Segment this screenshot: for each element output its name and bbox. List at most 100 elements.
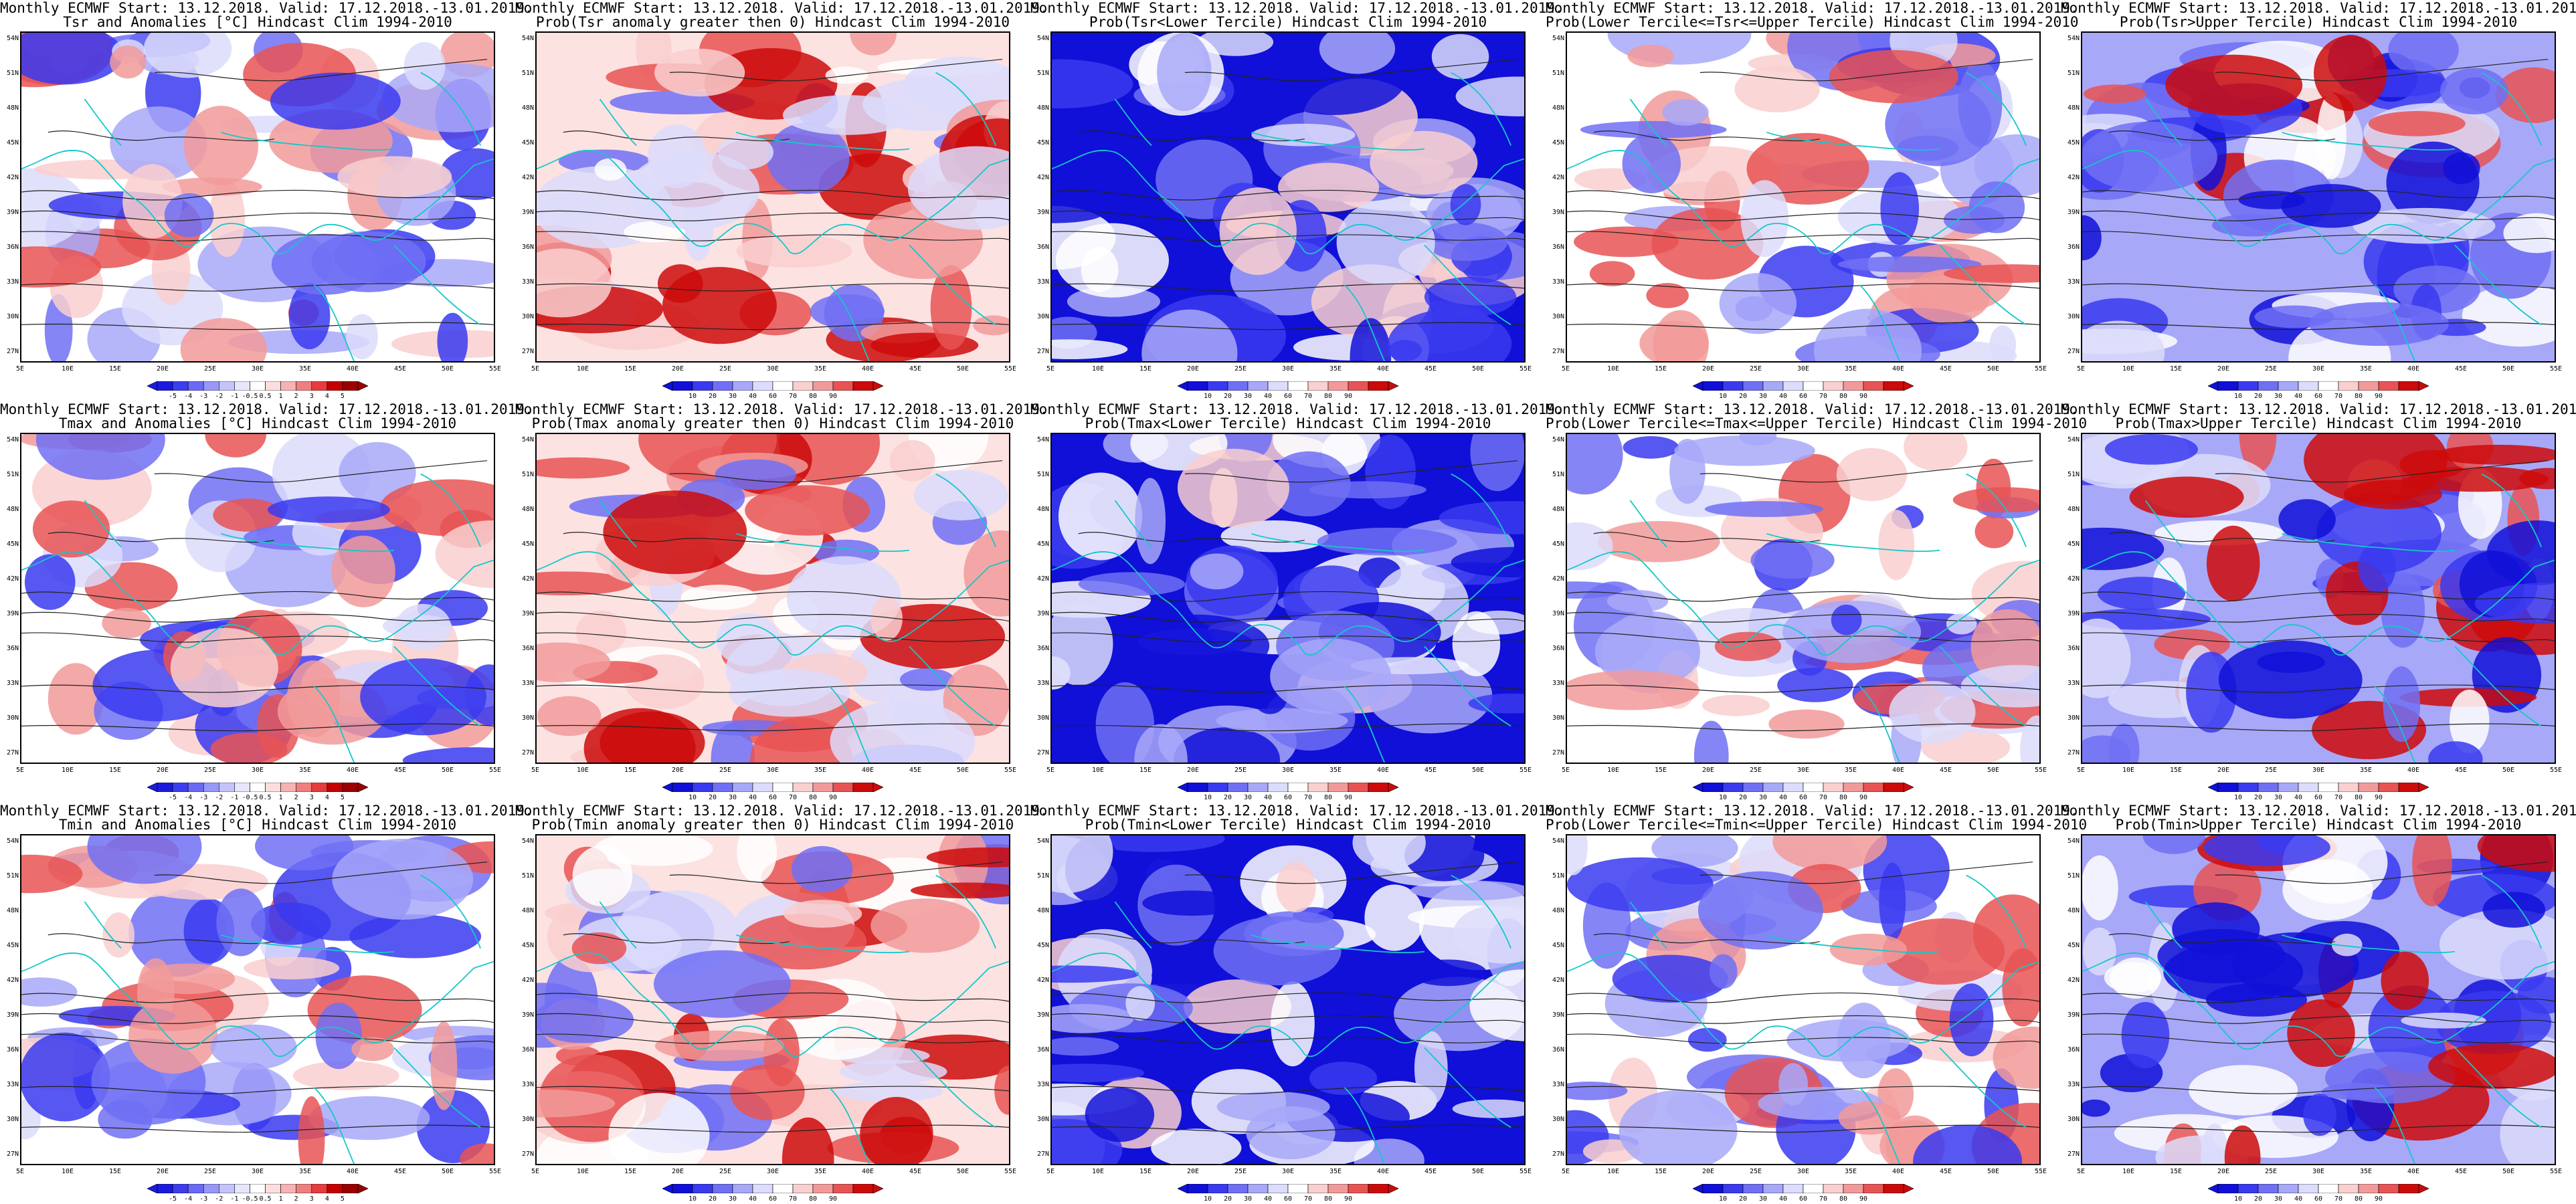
colorbar-swatch [265, 783, 281, 792]
map-area [2081, 31, 2556, 363]
colorbar-tick-label: 30 [2274, 794, 2283, 801]
shaded-region [654, 950, 791, 1018]
latitude-tick-label: 42N [1036, 575, 1049, 583]
shaded-region [1078, 572, 1185, 597]
latitude-tick-label: 39N [2067, 1011, 2080, 1019]
isotherm-contour [537, 723, 1009, 732]
shaded-region [2477, 835, 2555, 872]
coastline [2082, 149, 2555, 255]
isotherm-contour [1567, 1086, 2039, 1094]
coastline [21, 149, 494, 255]
latitude-tick-label: 33N [1552, 680, 1564, 687]
shaded-region [1838, 1101, 1902, 1135]
shaded-region [2104, 434, 2199, 465]
colorbar-swatch [203, 783, 219, 792]
colorbar-tick-label: 60 [1799, 1195, 1808, 1203]
map-area [535, 834, 1010, 1165]
shaded-region [1662, 99, 1709, 126]
colorbar-tick-label: 30 [728, 1195, 737, 1203]
colorbar-swatch [1722, 783, 1744, 792]
colorbar-tick-label: 80 [1323, 1195, 1333, 1203]
shaded-region [1052, 339, 1128, 360]
shaded-region [1960, 665, 2039, 708]
shaded-region [430, 1021, 458, 1110]
isotherm-contour [21, 1124, 494, 1133]
longitude-tick-label: 50E [1471, 365, 1485, 373]
longitude-tick-label: 25E [719, 1168, 732, 1175]
isotherm-contour [21, 322, 494, 330]
colorbar-swatch [2338, 783, 2359, 792]
shaded-region [102, 912, 135, 958]
longitude-tick-label: 20E [1701, 1168, 1715, 1175]
latitude-tick-label: 48N [6, 907, 19, 914]
longitude-tick-label: 20E [671, 767, 684, 774]
longitude-tick-label: 35E [814, 767, 827, 774]
shaded-region [244, 957, 340, 980]
longitude-tick-label: 20E [2217, 365, 2230, 373]
longitude-tick-label: 20E [156, 365, 169, 373]
longitude-tick-label: 25E [1749, 365, 1762, 373]
latitude-tick-label: 30N [1552, 714, 1564, 722]
map-svg [537, 835, 1009, 1164]
longitude-tick-label: 40E [861, 1168, 875, 1175]
shaded-region [2203, 835, 2330, 866]
colorbar-tick-label: 10 [688, 1195, 697, 1203]
colorbar-tick-label: 60 [1799, 393, 1808, 400]
latitude-tick-label: 27N [521, 749, 534, 757]
longitude-tick-label: 25E [719, 767, 732, 774]
shaded-region [1142, 890, 1243, 916]
shaded-region [292, 1061, 399, 1090]
colorbar-tick-label: 80 [808, 794, 818, 801]
colorbar-swatch [342, 783, 359, 792]
colorbar-tick-label: 40 [1263, 1195, 1273, 1203]
latitude-tick-label: 36N [1552, 243, 1564, 251]
colorbar-swatch [2378, 1184, 2399, 1193]
latitude-tick-label: 48N [1036, 907, 1049, 914]
isotherm-contour [21, 1013, 494, 1024]
longitude-tick-label: 45E [909, 365, 922, 373]
longitude-tick-label: 50E [2502, 365, 2515, 373]
colorbar [662, 783, 883, 792]
shaded-region [1943, 205, 2005, 234]
shaded-region [537, 248, 612, 318]
longitude-tick-label: 20E [156, 767, 169, 774]
isotherm-contour [21, 632, 494, 643]
shaded-region [2104, 962, 2162, 993]
shaded-region [1972, 894, 2039, 973]
isotherm-contour [537, 611, 1009, 623]
shaded-region [1974, 515, 2014, 548]
colorbar-tick-label: 80 [2354, 794, 2363, 801]
shaded-region [1052, 601, 1113, 686]
longitude-tick-label: 25E [203, 1168, 217, 1175]
colorbar-swatch [1287, 381, 1309, 391]
colorbar-swatch [732, 381, 753, 391]
colorbar-swatch [1883, 783, 1904, 792]
longitude-tick-label: 55E [2549, 365, 2563, 373]
shaded-region [1319, 33, 1396, 74]
isotherm-contour [2108, 130, 2335, 142]
colorbar-swatch [311, 381, 328, 391]
shaded-region [810, 294, 885, 329]
shaded-region [1606, 590, 1669, 613]
shaded-region [603, 490, 747, 575]
map-panel: Monthly ECMWF Start: 13.12.2018. Valid: … [1546, 401, 2087, 803]
coastline [1114, 874, 1511, 1164]
shaded-region [21, 854, 83, 894]
colorbar-swatch [772, 381, 794, 391]
latitude-tick-label: 48N [6, 506, 19, 513]
colorbar-tick-label: 80 [2354, 1195, 2363, 1203]
longitude-tick-label: 10E [1606, 1168, 1620, 1175]
shaded-region [1739, 434, 1777, 445]
latitude-tick-label: 30N [6, 714, 19, 722]
shaded-region [2082, 527, 2165, 571]
shaded-region [537, 997, 634, 1043]
longitude-tick-label: 30E [1281, 365, 1295, 373]
shaded-region [1450, 184, 1481, 225]
longitude-tick-label: 5E [1046, 767, 1055, 774]
colorbar-swatch [296, 1184, 312, 1193]
shaded-region [537, 642, 611, 682]
longitude-tick-label: 10E [61, 1168, 74, 1175]
latitude-tick-label: 27N [1036, 749, 1049, 757]
shaded-region [1567, 835, 1588, 876]
latitude-tick-label: 45N [6, 942, 19, 949]
